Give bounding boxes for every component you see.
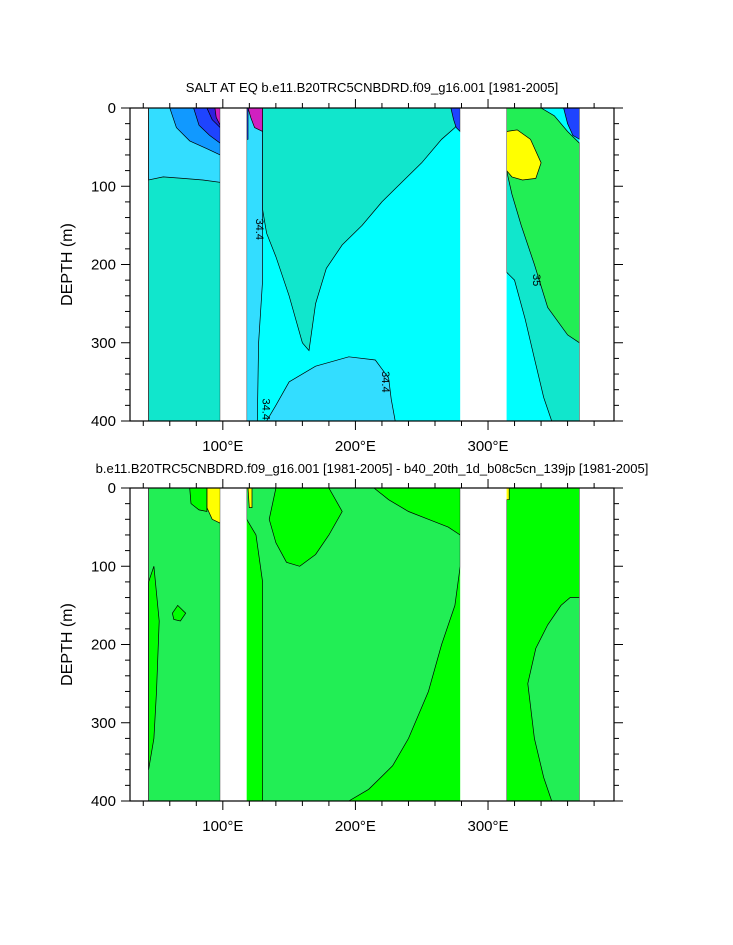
contour-region <box>246 108 249 140</box>
contour-region <box>450 108 461 133</box>
contour-region <box>148 108 221 421</box>
x-tick-label: 300°E <box>468 818 509 835</box>
x-tick-label: 200°E <box>335 438 376 455</box>
plot-area <box>148 108 614 421</box>
contour-label: 35 <box>530 274 542 286</box>
x-tick-label: 200°E <box>335 818 376 835</box>
y-tick-label: 300 <box>91 335 116 352</box>
y-tick-label: 200 <box>91 257 116 274</box>
contour-region <box>247 108 263 133</box>
y-tick-label: 300 <box>91 715 116 732</box>
y-axis-label: DEPTH (m) <box>59 223 76 306</box>
contour-region <box>148 566 160 770</box>
land-mask <box>579 488 614 801</box>
contour-region <box>148 488 221 801</box>
contour-region <box>268 488 343 567</box>
contour-region <box>189 488 208 512</box>
contour-region <box>246 108 263 421</box>
contour-region <box>506 129 542 181</box>
panel-title: SALT AT EQ b.e11.B20TRC5CNBDRD.f09_g16.0… <box>186 80 558 95</box>
y-tick-label: 100 <box>91 178 116 195</box>
contour-region <box>527 597 580 801</box>
y-tick-label: 400 <box>91 793 116 810</box>
contour-label: 34.4 <box>379 371 391 392</box>
plot-area <box>148 488 614 801</box>
contour-region <box>262 108 461 352</box>
y-tick-label: 100 <box>91 558 116 575</box>
y-tick-label: 0 <box>108 100 116 117</box>
land-mask <box>220 488 247 801</box>
contour-label: 34.4 <box>260 399 272 420</box>
panel-title: b.e11.B20TRC5CNBDRD.f09_g16.001 [1981-20… <box>96 461 649 476</box>
x-tick-label: 300°E <box>468 438 509 455</box>
land-mask <box>579 108 614 421</box>
contour-region <box>213 108 221 126</box>
y-tick-label: 200 <box>91 637 116 654</box>
y-tick-label: 0 <box>108 480 116 497</box>
contour-region <box>373 488 461 536</box>
contour-region <box>266 356 396 421</box>
contour-region <box>247 488 253 508</box>
land-mask <box>460 488 507 801</box>
contour-region <box>563 108 580 140</box>
difference-panel: b.e11.B20TRC5CNBDRD.f09_g16.001 [1981-20… <box>59 461 648 835</box>
contour-region <box>172 604 187 622</box>
x-tick-label: 100°E <box>202 818 243 835</box>
y-tick-label: 400 <box>91 413 116 430</box>
contour-label: 34.4 <box>253 219 265 240</box>
x-tick-label: 100°E <box>202 438 243 455</box>
salt-at-eq-panel: SALT AT EQ b.e11.B20TRC5CNBDRD.f09_g16.0… <box>59 80 623 455</box>
land-mask <box>460 108 507 421</box>
land-mask <box>220 108 247 421</box>
y-axis-label: DEPTH (m) <box>59 603 76 686</box>
